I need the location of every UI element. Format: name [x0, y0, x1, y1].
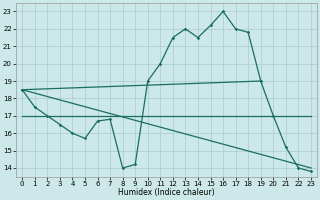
X-axis label: Humidex (Indice chaleur): Humidex (Indice chaleur)	[118, 188, 215, 197]
